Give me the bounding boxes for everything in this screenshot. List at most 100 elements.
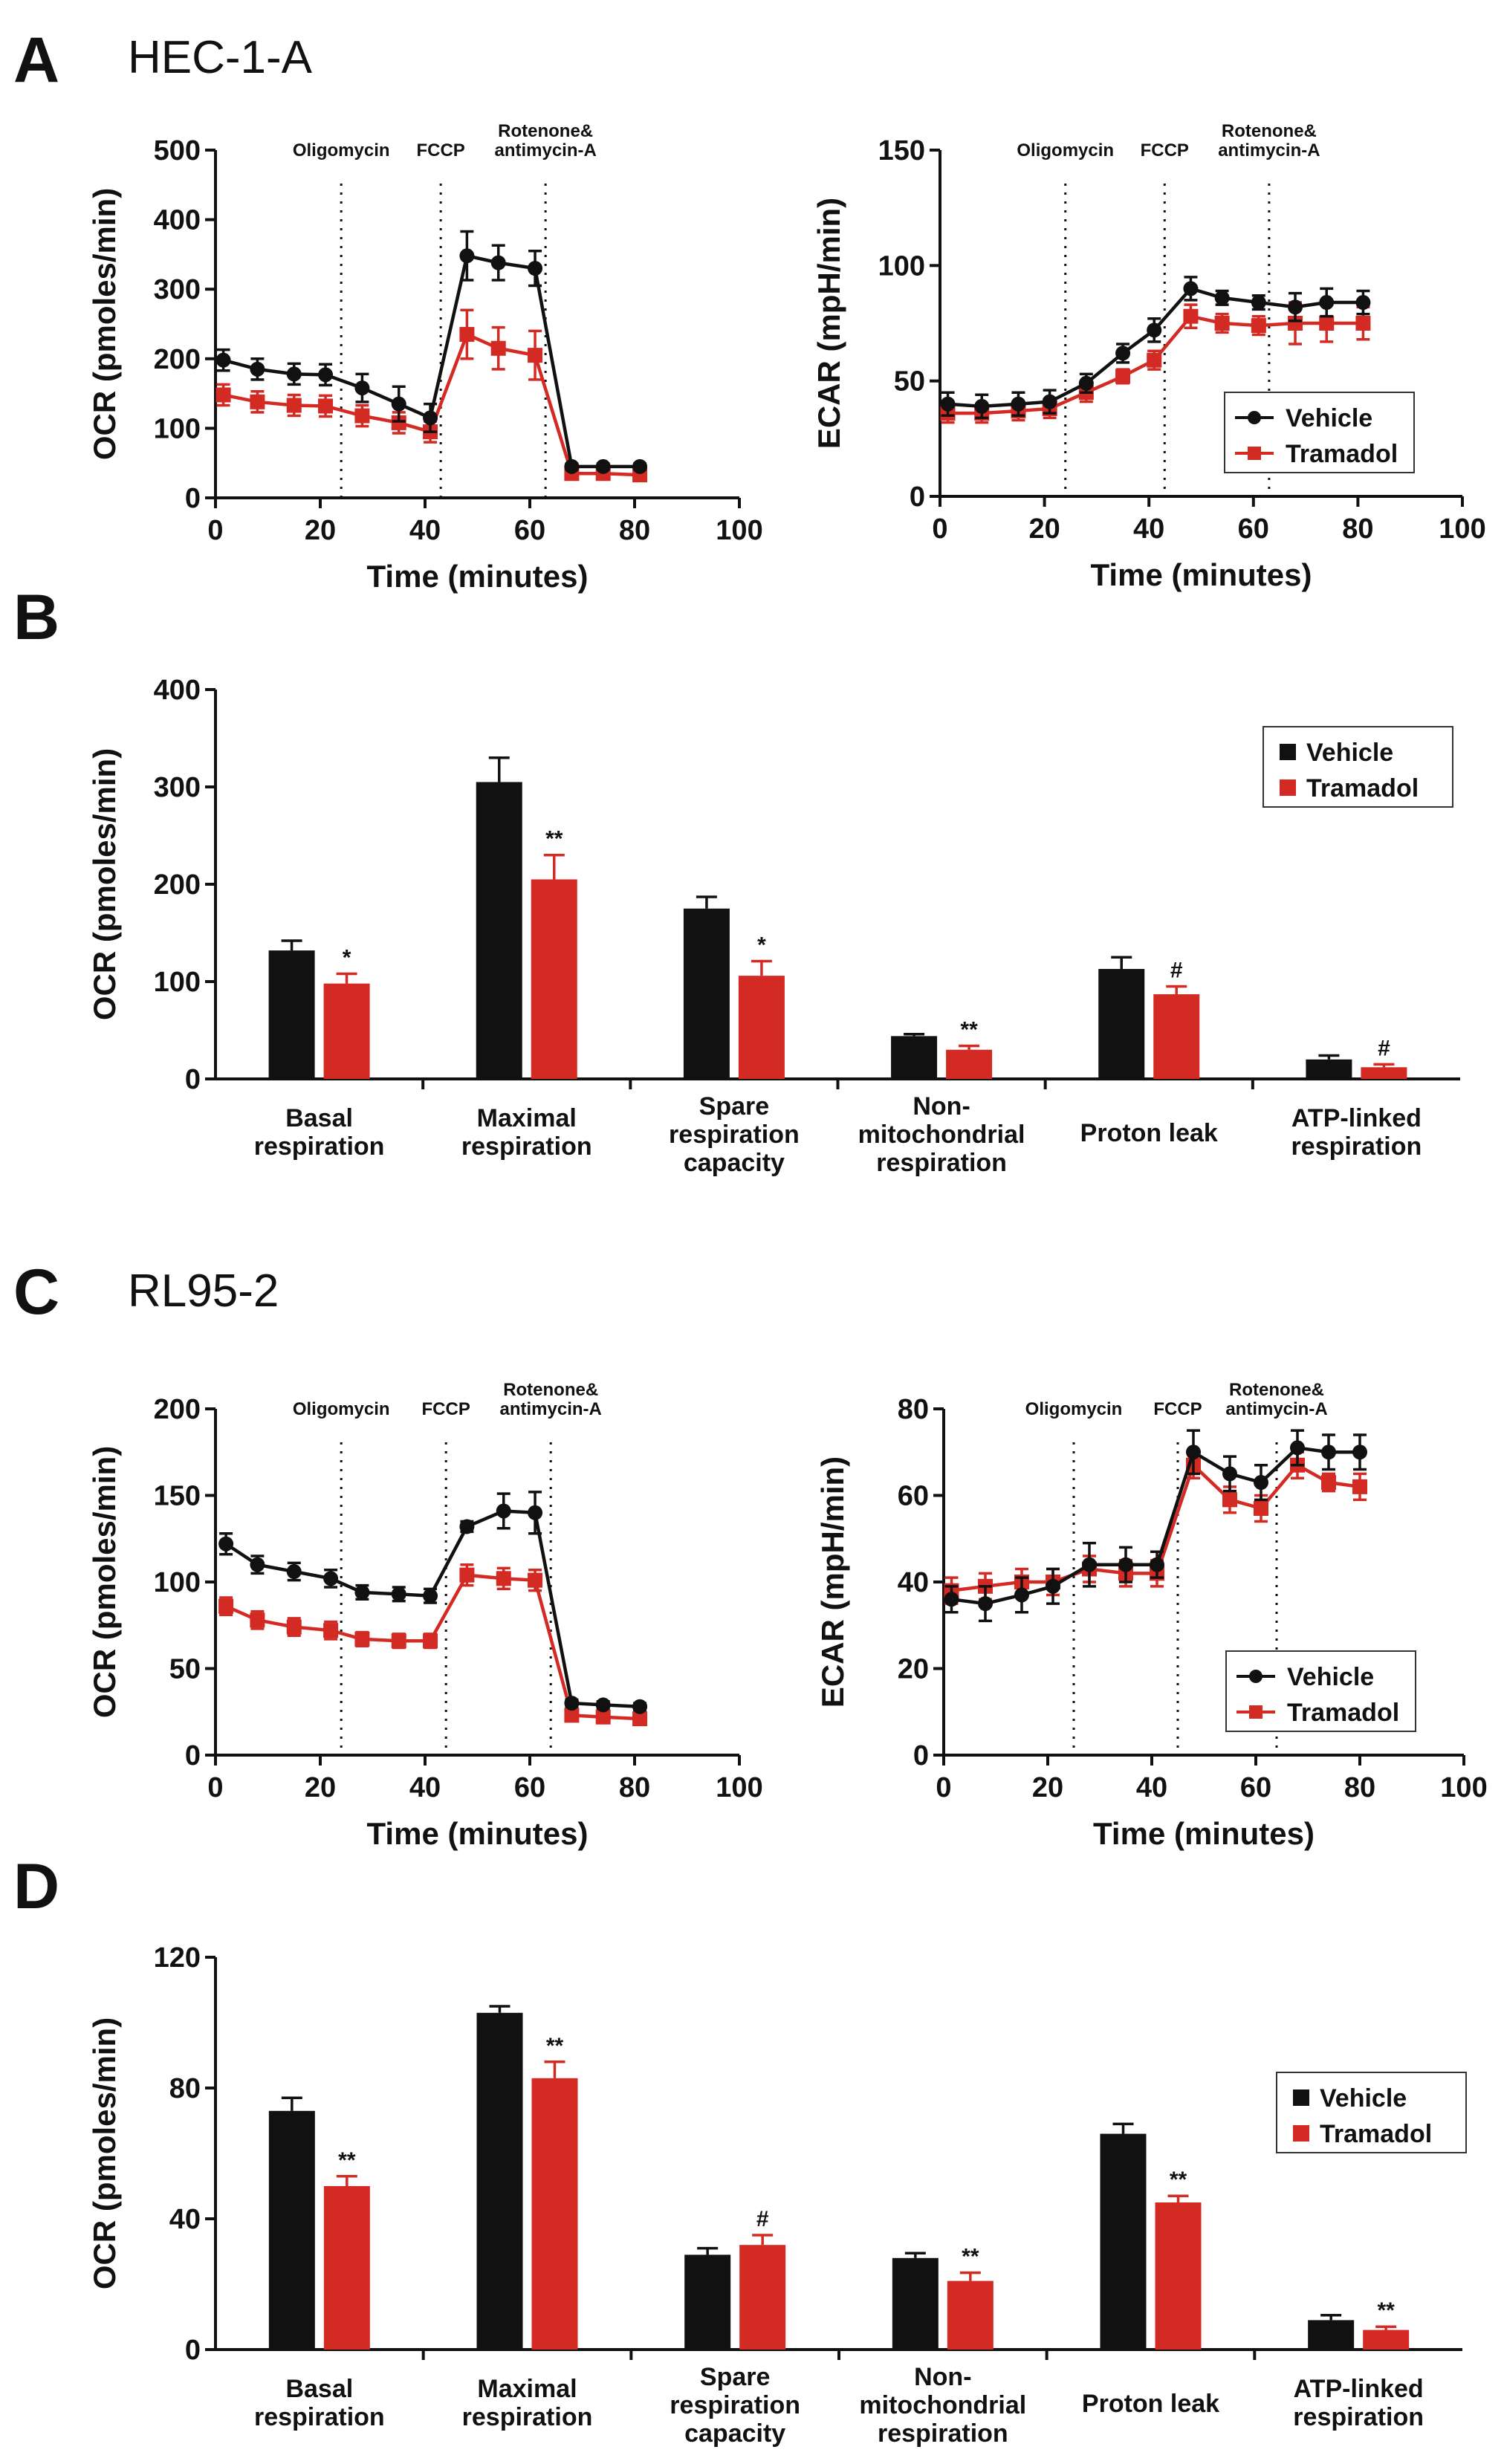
panel-label-d: D (13, 1851, 59, 1922)
legend-marker (1248, 447, 1261, 460)
data-point-vehicle (1251, 295, 1266, 311)
category-label: capacity (684, 1149, 785, 1177)
data-point-vehicle (1082, 1557, 1097, 1572)
data-point-tramadol (250, 1612, 265, 1628)
legend-label: Tramadol (1286, 440, 1398, 468)
data-point-vehicle (354, 380, 370, 396)
injection-label: antimycin-A (494, 140, 596, 161)
data-point-vehicle (1214, 290, 1230, 305)
y-tick-label: 400 (154, 205, 201, 236)
bar-tramadol (531, 2078, 578, 2350)
category-label: Proton leak (1080, 1119, 1218, 1147)
category-label: respiration (669, 1121, 800, 1149)
panel-label-c: C (13, 1257, 59, 1328)
data-point-vehicle (1186, 1445, 1201, 1460)
x-tick-label: 0 (207, 515, 223, 546)
data-point-tramadol (564, 1708, 580, 1723)
bar-vehicle (891, 1036, 938, 1079)
x-tick-label: 100 (1440, 1772, 1487, 1803)
data-point-vehicle (459, 248, 475, 264)
data-point-tramadol (354, 408, 370, 424)
injection-label: Rotenone& (503, 1380, 598, 1400)
data-point-tramadol (459, 327, 475, 343)
y-tick-label: 500 (154, 135, 201, 166)
x-tick-label: 100 (1439, 513, 1485, 545)
category-label: respiration (1291, 1132, 1422, 1161)
y-tick-label: 80 (169, 2073, 201, 2104)
x-tick-label: 20 (305, 1772, 336, 1803)
y-axis-title: OCR (pmoles/min) (87, 2017, 122, 2289)
x-tick-label: 60 (514, 515, 545, 546)
data-point-vehicle (423, 410, 438, 426)
data-point-vehicle (632, 1699, 648, 1714)
data-point-tramadol (459, 1567, 475, 1583)
category-label: Spare (699, 1092, 770, 1121)
y-tick-label: 40 (169, 2204, 201, 2235)
bar-tramadol (1155, 2202, 1202, 2350)
injection-label: antimycin-A (500, 1399, 602, 1419)
y-axis-title: OCR (pmoles/min) (87, 748, 122, 1020)
category-label: Basal (285, 2375, 353, 2403)
data-point-vehicle (595, 1697, 611, 1713)
x-axis-title: Time (minutes) (367, 559, 589, 594)
data-point-tramadol (528, 348, 543, 363)
y-tick-label: 50 (169, 1654, 201, 1685)
bar-vehicle (684, 2254, 731, 2350)
y-tick-label: 100 (154, 413, 201, 444)
category-label: respiration (670, 2391, 800, 2419)
data-point-vehicle (1254, 1475, 1268, 1491)
data-point-tramadol (318, 398, 334, 414)
data-point-tramadol (1251, 318, 1266, 334)
significance-label: ** (338, 2148, 356, 2173)
bar-tramadol (323, 2186, 370, 2350)
y-tick-label: 120 (154, 1942, 201, 1974)
data-point-vehicle (1319, 295, 1335, 311)
x-tick-label: 0 (207, 1772, 223, 1803)
data-point-vehicle (1183, 281, 1199, 296)
data-point-vehicle (564, 458, 580, 474)
data-point-tramadol (1147, 352, 1162, 368)
injection-label: Oligomycin (1025, 1399, 1123, 1419)
legend-label: Tramadol (1287, 1699, 1399, 1727)
y-tick-label: 100 (154, 1567, 201, 1598)
data-point-tramadol (1319, 316, 1335, 331)
y-axis-title: ECAR (mpH/min) (811, 198, 846, 449)
injection-label: Oligomycin (1017, 140, 1114, 161)
x-tick-label: 40 (1136, 1772, 1167, 1803)
significance-label: ** (546, 2034, 564, 2058)
bar-tramadol (1361, 1067, 1407, 1079)
bar-tramadol (738, 976, 785, 1079)
data-point-tramadol (1288, 316, 1303, 331)
category-label: Non- (913, 1092, 970, 1121)
significance-label: # (1378, 1036, 1390, 1060)
x-tick-label: 80 (1342, 513, 1373, 545)
y-tick-label: 300 (154, 274, 201, 305)
y-tick-label: 50 (894, 366, 925, 398)
data-point-tramadol (490, 340, 506, 356)
data-point-tramadol (1321, 1475, 1336, 1491)
y-tick-label: 400 (154, 675, 201, 706)
data-point-vehicle (218, 1536, 234, 1552)
data-point-vehicle (490, 255, 506, 270)
category-label: Maximal (477, 1104, 577, 1132)
x-tick-label: 40 (409, 1772, 441, 1803)
x-tick-label: 0 (932, 513, 947, 545)
injection-label: Rotenone& (498, 121, 593, 141)
category-label: mitochondrial (859, 2391, 1026, 2419)
legend-label: Vehicle (1286, 404, 1372, 432)
category-label: Proton leak (1082, 2390, 1219, 2418)
data-point-vehicle (528, 261, 543, 276)
data-point-tramadol (391, 415, 406, 430)
data-point-tramadol (250, 394, 265, 409)
bar-vehicle (683, 908, 730, 1079)
panel-title-a: HEC-1-A (128, 32, 313, 83)
significance-label: # (1170, 959, 1183, 983)
bar-vehicle (268, 950, 315, 1079)
series-line-vehicle (224, 1509, 641, 1709)
legend-label: Vehicle (1287, 1663, 1374, 1691)
data-point-vehicle (1014, 1587, 1029, 1603)
data-point-tramadol (286, 1619, 302, 1635)
